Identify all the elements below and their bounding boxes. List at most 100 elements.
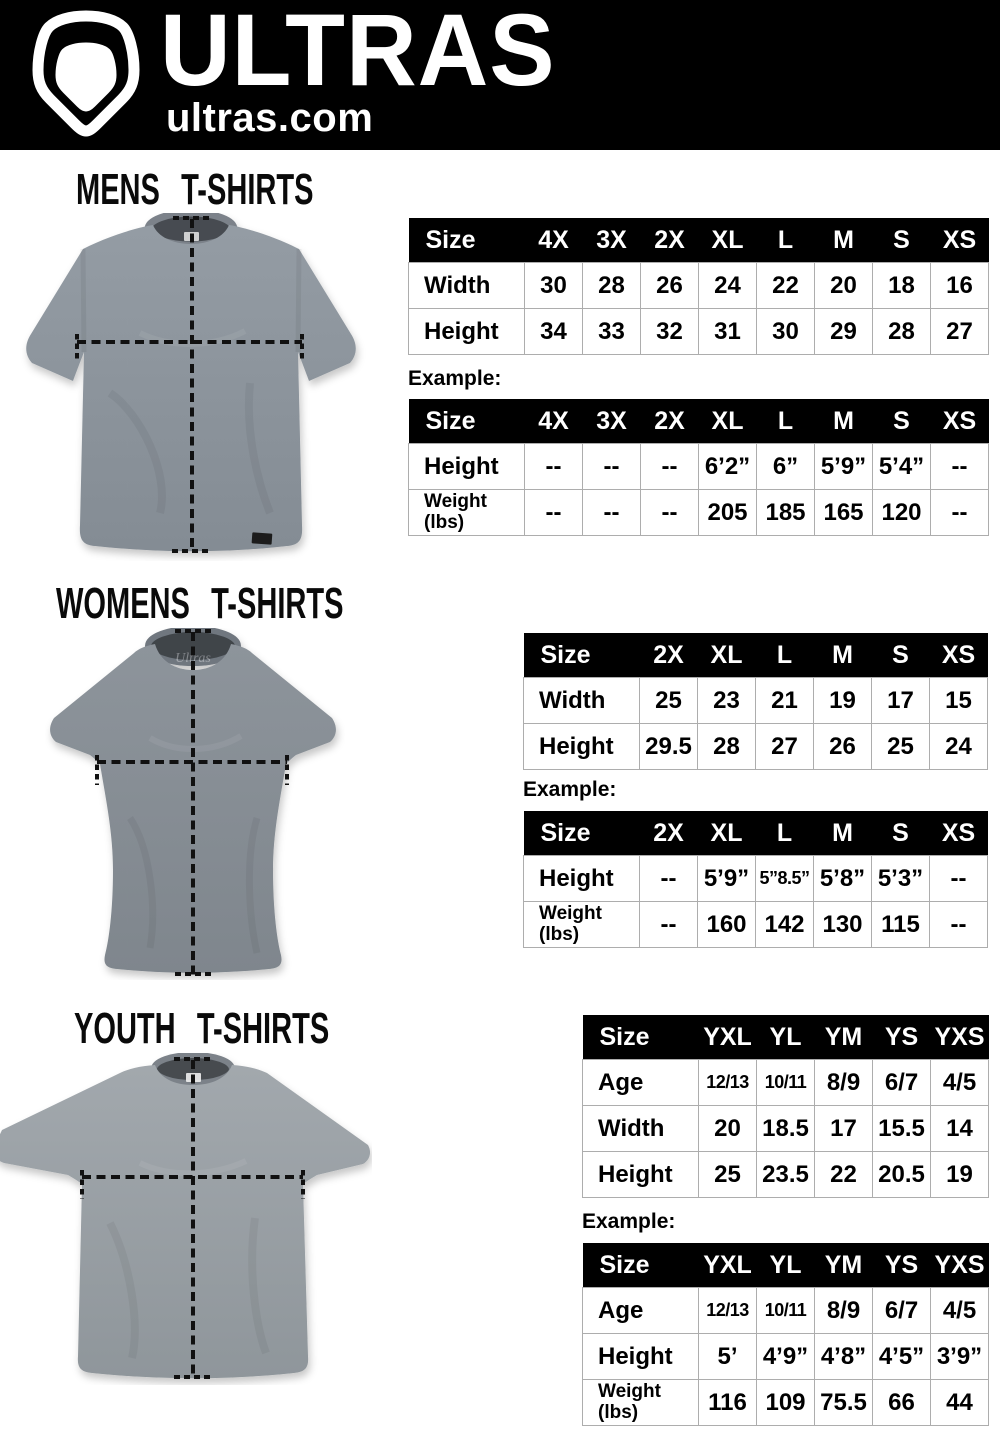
size-column-header: 2X — [639, 811, 698, 856]
cell-value: -- — [929, 855, 988, 902]
cell-value: 75.5 — [814, 1379, 873, 1426]
table-row: Height -- 5’9” 5”8.5” 5’8” 5’3” -- — [523, 855, 988, 902]
cell-value: 185 — [756, 489, 815, 536]
size-column-header: YL — [756, 1015, 815, 1060]
cell-value: 165 — [814, 489, 873, 536]
cell-value: 5’9” — [814, 443, 873, 490]
size-column-header: 3X — [582, 218, 641, 263]
cell-value: 23 — [697, 677, 756, 724]
cell-value: 28 — [582, 262, 641, 309]
cell-value: 160 — [697, 901, 756, 948]
cell-value: 15.5 — [872, 1105, 931, 1152]
table-row: Height -- -- -- 6’2” 6” 5’9” 5’4” -- — [408, 443, 989, 490]
cell-value: 6” — [756, 443, 815, 490]
size-column-header: L — [755, 811, 814, 856]
youth-tshirt-image — [0, 1053, 371, 1379]
size-column-header: S — [871, 811, 930, 856]
cell-value: 19 — [813, 677, 872, 724]
cell-value: 24 — [698, 262, 757, 309]
cell-value: 23.5 — [756, 1151, 815, 1198]
size-column-header: XS — [930, 399, 989, 444]
site-header: ULTRAS ultras.com — [0, 0, 1000, 150]
size-column-header: YXL — [698, 1243, 757, 1288]
row-label: Width — [408, 262, 525, 309]
cell-value: 5’8” — [813, 855, 872, 902]
mens-section-title: MENS T-SHIRTS — [76, 165, 314, 214]
cell-value: 26 — [813, 723, 872, 770]
brand-logo-text: ULTRAS — [160, 0, 556, 107]
size-column-header: 4X — [524, 399, 583, 444]
table-row: Weight (lbs) 116 109 75.5 66 44 — [582, 1379, 989, 1426]
cell-value: 20 — [814, 262, 873, 309]
table-row: Height 25 23.5 22 20.5 19 — [582, 1151, 989, 1198]
row-label: Age — [582, 1287, 699, 1334]
row-label: Height — [408, 308, 525, 355]
cell-value: 30 — [524, 262, 583, 309]
size-label-header: Size — [523, 633, 640, 678]
cell-value: 5’3” — [871, 855, 930, 902]
size-column-header: XL — [698, 399, 757, 444]
size-column-header: YXS — [930, 1243, 989, 1288]
site-url-text: ultras.com — [166, 96, 374, 140]
size-column-header: YM — [814, 1243, 873, 1288]
row-label: Weight (lbs) — [582, 1379, 699, 1426]
cell-value: 3’9” — [930, 1333, 989, 1380]
cell-value: 32 — [640, 308, 699, 355]
cell-value: 5’9” — [697, 855, 756, 902]
row-label: Height — [582, 1151, 699, 1198]
cell-value: 4’9” — [756, 1333, 815, 1380]
cell-value: 120 — [872, 489, 931, 536]
size-column-header: 3X — [582, 399, 641, 444]
table-row: Width 20 18.5 17 15.5 14 — [582, 1105, 989, 1152]
cell-value: 4’8” — [814, 1333, 873, 1380]
size-column-header: M — [814, 218, 873, 263]
size-column-header: L — [755, 633, 814, 678]
size-column-header: XL — [698, 218, 757, 263]
size-column-header: YM — [814, 1015, 873, 1060]
size-column-header: YXL — [698, 1015, 757, 1060]
table-row: Width 25 23 21 19 17 15 — [523, 677, 988, 724]
womens-tshirt-image: Ultras — [50, 628, 336, 976]
table-row: Weight (lbs) -- -- -- 205 185 165 120 -- — [408, 489, 989, 536]
cell-value: 4/5 — [930, 1059, 989, 1106]
cell-value: 21 — [755, 677, 814, 724]
cell-value: 109 — [756, 1379, 815, 1426]
size-column-header: M — [813, 811, 872, 856]
cell-value: 17 — [871, 677, 930, 724]
size-column-header: XL — [697, 633, 756, 678]
cell-value: -- — [639, 901, 698, 948]
cell-value: 27 — [930, 308, 989, 355]
size-label-header: Size — [408, 399, 525, 444]
womens-measure-lines — [95, 629, 289, 976]
cell-value: 20 — [698, 1105, 757, 1152]
mens-example-table: Size 4X 3X 2X XL L M S XS Height -- -- -- 6’2” 6” 5’9” 5… — [408, 399, 989, 536]
womens-example-label: Example: — [523, 778, 617, 801]
youth-example-table: Size YXL YL YM YS YXS Age 12/13 10/11 8/9 6/7 4/5 He… — [582, 1243, 989, 1426]
cell-value: 5”8.5” — [755, 855, 814, 902]
table-row: Age 12/13 10/11 8/9 6/7 4/5 — [582, 1059, 989, 1106]
cell-value: -- — [524, 443, 583, 490]
size-column-header: XS — [929, 811, 988, 856]
mens-shirt-body — [26, 213, 356, 552]
cell-value: 16 — [930, 262, 989, 309]
row-label: Height — [523, 855, 640, 902]
cell-value: 10/11 — [756, 1059, 815, 1106]
cell-value: 6/7 — [872, 1059, 931, 1106]
cell-value: 18.5 — [756, 1105, 815, 1152]
cell-value: 12/13 — [698, 1287, 757, 1334]
cell-value: 30 — [756, 308, 815, 355]
womens-collar-logo: Ultras — [175, 651, 211, 666]
size-column-header: 4X — [524, 218, 583, 263]
cell-value: 28 — [872, 308, 931, 355]
table-row: Age 12/13 10/11 8/9 6/7 4/5 — [582, 1287, 989, 1334]
size-column-header: 2X — [640, 399, 699, 444]
size-column-header: L — [756, 399, 815, 444]
size-column-header: XS — [930, 218, 989, 263]
mens-example-label: Example: — [408, 367, 502, 390]
cell-value: 20.5 — [872, 1151, 931, 1198]
cell-value: 26 — [640, 262, 699, 309]
mens-tshirt-image — [26, 213, 356, 553]
table-row: Height 29.5 28 27 26 25 24 — [523, 723, 988, 770]
size-column-header: XL — [697, 811, 756, 856]
